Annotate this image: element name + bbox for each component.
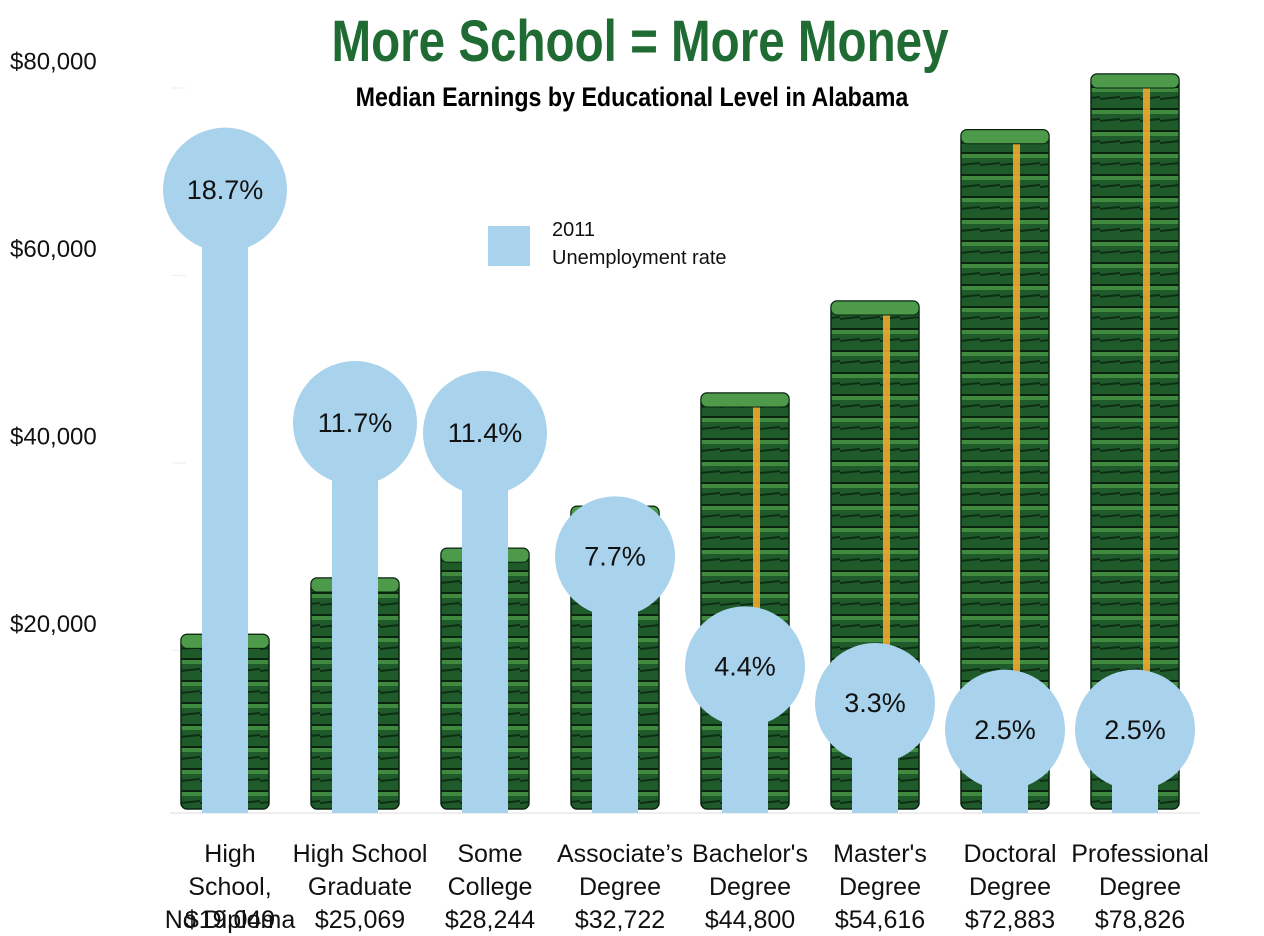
- value-label: $28,244: [444, 906, 536, 934]
- value-label: $25,069: [314, 906, 406, 934]
- unemployment-label: 11.7%: [318, 408, 393, 438]
- y-tick-label: $60,000: [10, 236, 97, 263]
- x-tick-label: Bachelor's Degree: [692, 840, 808, 901]
- legend-entry: 2011 Unemployment rate: [552, 219, 727, 269]
- unemployment-circle: [815, 643, 935, 763]
- unemployment-circle: [555, 496, 675, 617]
- unemployment-label: 18.7%: [187, 175, 264, 205]
- value-label: $19,049: [184, 906, 276, 934]
- legend-swatch: [488, 226, 530, 266]
- unemployment-circle: [423, 371, 547, 495]
- lollipop-stem: [202, 189, 248, 813]
- value-label: $32,722: [574, 906, 666, 934]
- value-label: $78,826: [1094, 906, 1186, 934]
- unemployment-label: 2.5%: [974, 715, 1036, 745]
- unemployment-label: 7.7%: [584, 541, 646, 571]
- stack-top: [1090, 73, 1180, 89]
- stack-top: [960, 129, 1050, 145]
- y-tick-label: $40,000: [10, 423, 97, 450]
- value-label: $44,800: [704, 906, 796, 934]
- lollipop-stem: [462, 433, 508, 813]
- lollipop-stem: [332, 423, 378, 813]
- stack-band: [1013, 129, 1020, 810]
- y-tick-label: $80,000: [10, 48, 97, 75]
- unemployment-label: 4.4%: [714, 651, 776, 681]
- value-label: $72,883: [964, 906, 1056, 934]
- unemployment-circle: [685, 606, 805, 727]
- value-label: $54,616: [834, 906, 926, 934]
- x-tick-label: Associate’s Degree: [557, 840, 683, 901]
- unemployment-label: 11.4%: [448, 418, 523, 448]
- unemployment-circle: [293, 361, 417, 485]
- unemployment-circle: [163, 127, 287, 252]
- unemployment-circle: [1075, 669, 1195, 790]
- chart-subtitle: Median Earnings by Educational Level in …: [355, 82, 909, 112]
- stack-band: [753, 393, 760, 809]
- x-tick-label: Master's Degree: [833, 840, 927, 901]
- stack-top: [700, 392, 790, 408]
- unemployment-label: 3.3%: [844, 688, 906, 718]
- x-tick-label: Some College: [447, 840, 533, 901]
- unemployment-circle: [945, 669, 1065, 790]
- x-tick-label: Doctoral Degree: [963, 840, 1057, 901]
- x-tick-label: High School Graduate: [292, 840, 428, 901]
- chart-title: More School = More Money: [331, 9, 949, 74]
- stack-band: [883, 300, 890, 809]
- x-tick-label: High School, No Diploma: [164, 840, 296, 934]
- y-tick-label: $20,000: [10, 611, 97, 638]
- unemployment-label: 2.5%: [1104, 715, 1166, 745]
- stack-top: [830, 300, 920, 316]
- stack-band: [1143, 74, 1150, 810]
- x-tick-label: Professional Degree: [1071, 840, 1209, 901]
